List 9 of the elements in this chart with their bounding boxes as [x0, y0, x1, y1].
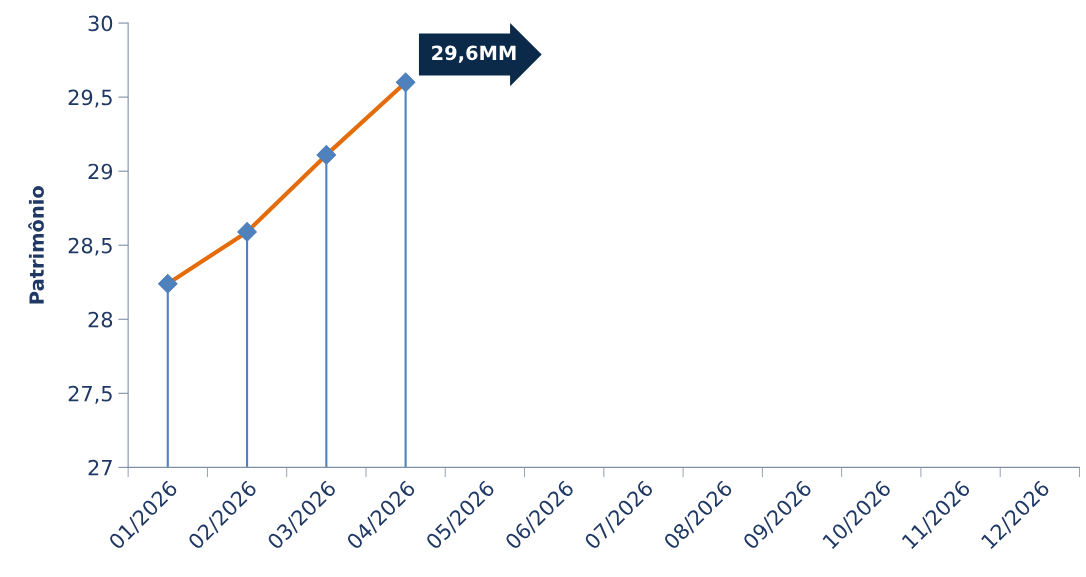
y-tick-label: 29,5	[68, 89, 112, 108]
y-tick-label: 28	[88, 311, 113, 328]
y-tick-label: 28,5	[68, 237, 112, 256]
y-axis-title: Patrimônio	[28, 186, 44, 304]
y-tick-label: 30	[88, 15, 113, 32]
y-tick-label: 27,5	[68, 385, 112, 404]
y-tick-label: 27	[88, 459, 112, 476]
annotation: 29,6MM	[432, 45, 516, 63]
y-tick-label: 29	[88, 163, 113, 180]
